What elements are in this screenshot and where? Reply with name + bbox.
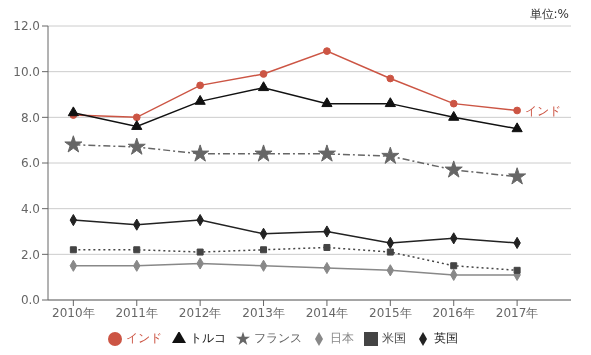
svg-text:6.0: 6.0: [21, 156, 40, 170]
svg-text:2016年: 2016年: [432, 306, 475, 320]
svg-text:2017年: 2017年: [496, 306, 539, 320]
html-text:米国: 米国: [381, 331, 406, 345]
svg-text:4.0: 4.0: [21, 202, 40, 216]
html-text:日本: 日本: [329, 331, 354, 345]
svg-text:2010年: 2010年: [52, 306, 95, 320]
svg-text:2011年: 2011年: [115, 306, 158, 320]
html-text:トルコ: トルコ: [189, 331, 226, 345]
html-text:インド: インド: [125, 331, 162, 345]
html-text:英国: 英国: [433, 331, 458, 345]
html-text:単位:%: 単位:%: [529, 7, 569, 21]
svg-text:12.0: 12.0: [13, 19, 40, 33]
svg-text:2012年: 2012年: [179, 306, 222, 320]
svg-text:2013年: 2013年: [242, 306, 285, 320]
svg-text:2015年: 2015年: [369, 306, 412, 320]
svg-text:2014年: 2014年: [306, 306, 349, 320]
svg-text:インド: インド: [525, 104, 561, 118]
svg-text:10.0: 10.0: [13, 65, 40, 79]
svg-text:2.0: 2.0: [21, 248, 40, 262]
svg-text:8.0: 8.0: [21, 111, 40, 125]
svg-text:0.0: 0.0: [21, 293, 40, 307]
html-text:フランス: フランス: [253, 331, 302, 345]
